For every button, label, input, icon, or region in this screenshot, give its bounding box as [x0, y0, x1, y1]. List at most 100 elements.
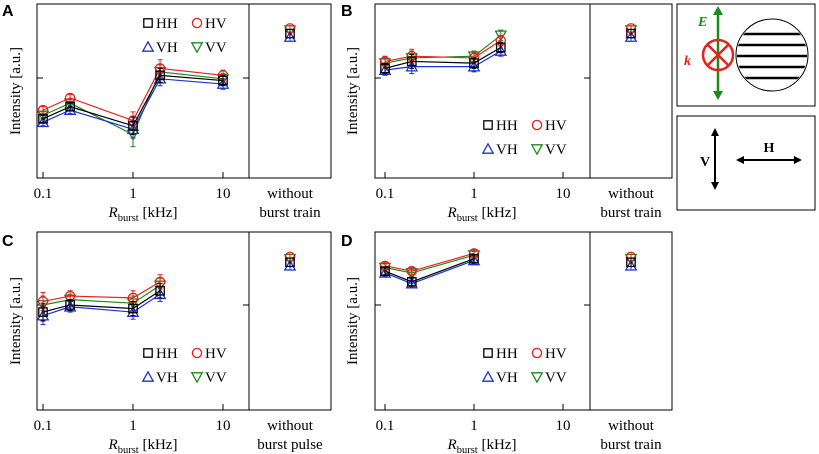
legend-label-vv: VV: [545, 370, 567, 386]
data-point-hh: [380, 63, 390, 74]
y-axis-label: Intensity [a.u.]: [345, 47, 361, 135]
data-marks: [378, 248, 638, 289]
data-point-hh: [65, 300, 75, 310]
data-point-vh: [36, 115, 50, 128]
panel-letter-a: A: [2, 3, 14, 20]
data-point-hh: [38, 307, 48, 317]
x-tick-label: 0.1: [376, 418, 395, 434]
e-arrow-head-down: [713, 91, 723, 100]
legend-label-vh: VH: [156, 370, 178, 386]
v-arrow-head-up: [711, 128, 719, 136]
x-tick-label: 1: [470, 186, 478, 202]
side-label-line1: without: [608, 186, 655, 202]
legend: HH HV VH VV: [481, 118, 567, 158]
panel-b: B 0.1 1 10 Rburst [kHz] Intensity [a.u.]…: [341, 3, 673, 224]
side-frame-b: [589, 3, 673, 179]
side-label-line2: burst train: [259, 205, 321, 221]
legend-marker-hv: [191, 17, 203, 29]
data-point-hh: [406, 56, 417, 67]
legend-marker-vh: [481, 142, 495, 154]
data-point-vh: [126, 305, 140, 317]
data-point-vh: [216, 77, 230, 89]
v-label: V: [700, 155, 710, 170]
series-line-vh: [42, 293, 161, 317]
panel-c: C 0.1 1 10 Rburst [kHz] Intensity [a.u.]…: [2, 231, 332, 454]
data-point-vh: [467, 60, 481, 72]
data-point-hh: [495, 42, 506, 53]
series-line-vv: [42, 284, 161, 306]
k-vector-label: k: [684, 54, 691, 69]
grating-lines: [737, 32, 807, 80]
x-axis-label: Rburst [kHz]: [447, 205, 517, 224]
legend-label-hh: HH: [496, 346, 518, 362]
polarization-schematic: E k: [676, 3, 816, 107]
side-label-line1: without: [267, 418, 314, 434]
h-arrow-head-left: [736, 156, 744, 164]
series-line-hh: [42, 290, 161, 313]
x-tick-label: 1: [129, 186, 137, 202]
k-vector-cross: [706, 43, 730, 67]
legend-marker-vv: [530, 144, 544, 156]
data-point-hh: [469, 253, 479, 264]
legend: HH HV VH VV: [141, 346, 227, 386]
data-point-hh: [155, 285, 165, 296]
data-point-vv: [494, 30, 508, 42]
without-point-vh: [624, 259, 638, 271]
legend-label-vh: VH: [496, 370, 518, 386]
side-label-line1: without: [608, 418, 655, 434]
side-frame-a: [248, 3, 332, 179]
legend-label-vv: VV: [205, 40, 227, 56]
legend-marker-vh: [141, 40, 155, 52]
legend-label-hv: HV: [545, 118, 567, 134]
series-line-vh: [384, 50, 502, 71]
x-axis-label: Rburst [kHz]: [108, 437, 178, 454]
side-frame-d: [589, 231, 673, 411]
x-tick-label: 10: [556, 418, 571, 434]
panel-a: A 0.1 1 10 Rburst [kHz] Intensity [a.u.]…: [2, 3, 332, 224]
data-point-hh: [38, 113, 48, 124]
data-point-hh: [380, 266, 390, 277]
e-field-label: E: [697, 15, 707, 30]
vh-frame: [676, 115, 816, 211]
panel-letter-c: C: [2, 233, 14, 250]
legend-marker-vv: [530, 372, 544, 384]
panel-letter-b: B: [341, 3, 353, 20]
side-label-line2: burst train: [600, 437, 662, 453]
legend-marker-vv: [190, 372, 204, 384]
panel-letter-d: D: [341, 233, 353, 250]
legend-label-vv: VV: [545, 142, 567, 158]
legend-marker-hv: [531, 347, 543, 359]
data-point-vh: [153, 72, 167, 84]
series-line-hv: [42, 281, 161, 303]
data-point-hh: [469, 58, 479, 69]
data-marks: [36, 251, 297, 326]
data-point-hh: [128, 120, 138, 131]
legend-marker-hh: [483, 348, 493, 358]
data-point-hh: [65, 101, 75, 112]
series-line-vv: [384, 34, 502, 64]
data-marks: [378, 23, 638, 76]
x-tick-label: 10: [556, 186, 571, 202]
legend-label-vv: VV: [205, 370, 227, 386]
vh-direction-schematic: V H: [676, 115, 816, 211]
e-arrow-head-up: [713, 6, 723, 15]
side-label-line1: without: [267, 186, 314, 202]
x-tick-label: 0.1: [376, 186, 395, 202]
series-line-hv: [384, 40, 502, 63]
data-point-vh: [378, 63, 392, 75]
data-point-hh: [155, 70, 165, 81]
legend-label-hv: HV: [205, 346, 227, 362]
k-vector-circle: [701, 38, 735, 72]
schematic-frame: [676, 3, 816, 107]
legend-marker-vh: [481, 370, 495, 382]
without-point-vh: [283, 259, 297, 271]
legend-label-hv: HV: [205, 16, 227, 32]
side-frame-c: [248, 231, 332, 411]
x-tick-label: 1: [129, 418, 137, 434]
without-point-hh: [626, 28, 636, 39]
data-point-hh: [406, 276, 417, 287]
legend-marker-vh: [141, 370, 155, 382]
legend: HH HV VH VV: [481, 346, 567, 386]
legend-label-hh: HH: [496, 118, 518, 134]
